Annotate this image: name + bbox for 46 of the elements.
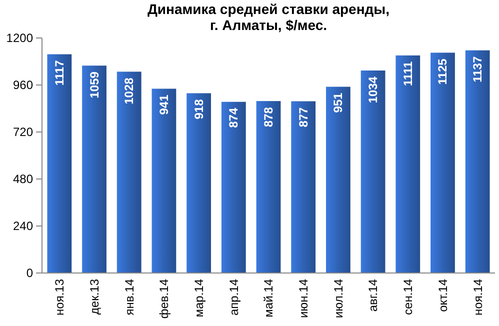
bar <box>396 55 420 273</box>
x-tick-label: фев.14 <box>157 278 172 319</box>
bar <box>47 54 72 273</box>
data-label: 878 <box>262 106 276 128</box>
x-tick-label: сен.14 <box>401 278 416 315</box>
bar <box>430 52 455 273</box>
y-tick-label: 1200 <box>6 30 34 45</box>
y-tick-label: 720 <box>12 124 34 139</box>
bar <box>465 50 490 273</box>
data-label: 1034 <box>366 76 380 104</box>
x-tick-label: мар.14 <box>192 278 206 318</box>
bar <box>152 88 176 273</box>
bar <box>291 101 316 273</box>
data-label: 941 <box>156 94 171 115</box>
chart-title: Динамика средней ставки аренды, г. Алматы, $/мес. <box>147 1 390 33</box>
data-label: 1125 <box>436 58 450 85</box>
data-label: 874 <box>226 108 241 128</box>
y-tick-label: 480 <box>12 172 34 186</box>
bar <box>256 101 281 273</box>
data-label: 951 <box>331 92 346 113</box>
data-label: 877 <box>296 106 310 128</box>
x-tick-label: авг.14 <box>366 278 380 312</box>
x-tick-label: дек.13 <box>87 278 102 315</box>
bar <box>82 66 106 273</box>
bar <box>326 86 350 273</box>
bar <box>360 70 386 273</box>
data-label: 1059 <box>87 71 102 98</box>
x-tick-label: окт.14 <box>436 278 450 312</box>
x-tick-label: апр.14 <box>226 278 241 316</box>
x-tick-label: июл.14 <box>331 278 346 318</box>
bar <box>116 72 142 273</box>
y-tick-label: 0 <box>26 266 34 280</box>
x-tick-label: июн.14 <box>296 278 311 318</box>
data-label: 918 <box>192 98 206 120</box>
data-label: 1028 <box>122 77 136 104</box>
bar <box>221 102 246 273</box>
x-tick-label: май.14 <box>262 278 276 318</box>
x-tick-label: ноя.14 <box>470 278 485 316</box>
data-label: 1137 <box>470 56 485 82</box>
bar <box>186 93 212 273</box>
y-tick-label: 960 <box>12 78 34 92</box>
data-label: 1117 <box>52 60 66 86</box>
y-tick-label: 240 <box>12 218 34 233</box>
x-tick-label: ноя.13 <box>52 278 67 316</box>
x-tick-label: янв.14 <box>122 278 136 316</box>
data-label: 1111 <box>400 61 415 86</box>
